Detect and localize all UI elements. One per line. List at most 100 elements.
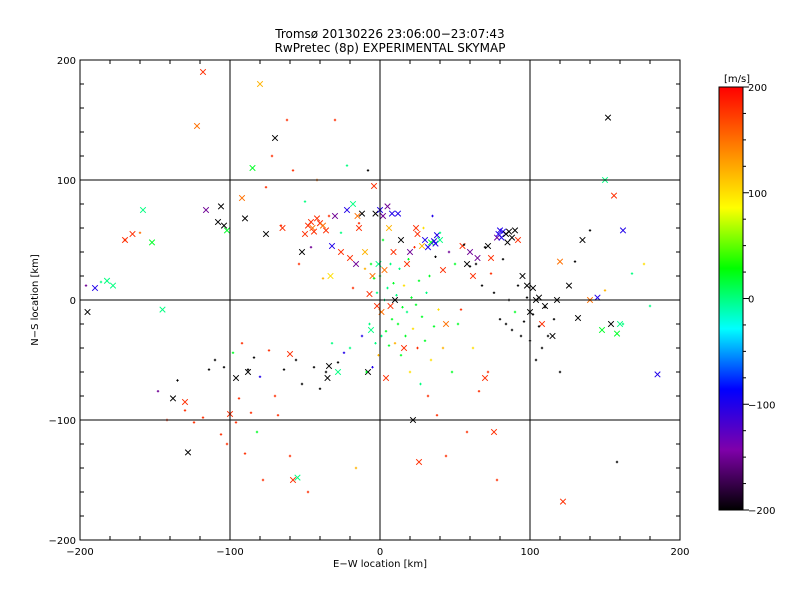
- data-point-dot: [501, 258, 505, 261]
- data-point-cross: [366, 290, 373, 298]
- data-point-dot: [351, 286, 355, 290]
- data-point-dot: [123, 238, 127, 242]
- data-point-dot: [540, 346, 544, 350]
- data-point-cross: [574, 314, 582, 322]
- data-point-cross: [508, 234, 516, 241]
- data-point-cross: [331, 212, 339, 220]
- data-point-cross: [199, 68, 207, 76]
- data-point-cross: [414, 230, 421, 238]
- data-point-dot: [345, 164, 349, 167]
- data-point-cross: [309, 224, 316, 232]
- data-point-cross: [469, 272, 477, 280]
- data-point-cross: [370, 182, 378, 190]
- data-point-dot: [462, 243, 466, 246]
- data-point-dot: [372, 277, 376, 280]
- data-point-dot: [630, 272, 634, 275]
- data-point-dot: [156, 390, 160, 393]
- data-point-dot: [354, 466, 358, 470]
- data-point-dot: [258, 375, 262, 378]
- data-point-dot: [176, 379, 179, 382]
- data-point-cross: [436, 236, 444, 244]
- data-point-dot: [369, 262, 373, 266]
- data-point-dot: [324, 370, 328, 374]
- data-point-cross: [385, 224, 393, 232]
- data-point-dot: [243, 452, 247, 455]
- data-point-cross: [424, 244, 432, 251]
- data-point-dot: [417, 279, 421, 282]
- data-point-dot: [365, 370, 368, 374]
- data-point-cross: [217, 203, 225, 210]
- data-point-dot: [510, 328, 514, 332]
- data-point-dot: [435, 414, 439, 417]
- data-point-dot: [546, 334, 550, 338]
- data-point-cross: [529, 284, 537, 292]
- data-point-cross: [139, 206, 147, 214]
- data-point-cross: [556, 258, 564, 265]
- data-point-dot: [416, 346, 419, 350]
- data-point-dot: [588, 229, 592, 232]
- data-point-cross: [241, 215, 249, 222]
- data-point-cross: [549, 332, 556, 340]
- data-point-dot: [380, 334, 383, 338]
- data-point-cross: [493, 234, 501, 241]
- data-point-dot: [447, 250, 451, 254]
- data-point-cross: [607, 320, 615, 328]
- data-point-cross: [262, 230, 270, 238]
- data-point-dot: [615, 460, 619, 464]
- data-point-dot: [306, 490, 310, 494]
- data-points-layer: [84, 68, 661, 505]
- colorbar-tick-label: 100: [748, 189, 767, 200]
- x-tick-label: −200: [66, 547, 93, 558]
- data-point-cross: [361, 248, 369, 256]
- data-point-dot: [422, 226, 425, 230]
- data-point-dot: [393, 342, 397, 345]
- data-point-cross: [289, 476, 297, 484]
- data-point-cross: [505, 228, 513, 235]
- x-tick-label: 0: [377, 547, 383, 558]
- y-tick-label: −200: [49, 536, 76, 547]
- data-point-cross: [610, 192, 618, 199]
- data-point-cross: [487, 254, 495, 262]
- data-point-dot: [558, 370, 562, 374]
- data-point-dot: [531, 313, 535, 316]
- data-point-dot: [522, 320, 526, 323]
- data-point-dot: [495, 478, 499, 482]
- data-point-cross: [84, 308, 91, 316]
- data-point-dot: [480, 284, 484, 287]
- data-point-cross: [388, 210, 396, 217]
- data-point-dot: [399, 354, 403, 357]
- data-point-dot: [237, 397, 241, 400]
- data-point-cross: [343, 206, 351, 214]
- data-point-dot: [348, 346, 352, 350]
- data-point-cross: [202, 206, 210, 214]
- data-point-dot: [621, 322, 625, 326]
- data-point-dot: [459, 308, 463, 311]
- x-tick-label: 100: [520, 547, 539, 558]
- data-point-cross: [319, 222, 327, 229]
- data-point-cross: [91, 284, 99, 292]
- data-point-dot: [431, 214, 434, 218]
- data-point-cross: [394, 210, 402, 217]
- data-point-cross: [397, 236, 405, 244]
- data-point-dot: [573, 260, 577, 263]
- data-point-cross: [466, 248, 474, 256]
- data-point-cross: [337, 248, 345, 256]
- data-point-cross: [232, 374, 240, 382]
- data-point-cross: [373, 302, 381, 310]
- data-point-cross: [439, 266, 447, 274]
- data-point-dot: [234, 421, 238, 424]
- data-point-cross: [384, 203, 391, 210]
- data-point-cross: [442, 320, 450, 328]
- data-point-cross: [103, 277, 111, 284]
- data-point-cross: [415, 458, 423, 466]
- data-point-dot: [312, 366, 316, 369]
- data-point-dot: [552, 318, 556, 321]
- data-point-dot: [525, 296, 529, 299]
- data-point-dot: [300, 382, 304, 386]
- data-point-dot: [432, 325, 436, 328]
- data-point-cross: [538, 320, 546, 328]
- data-point-dot: [642, 262, 646, 266]
- data-point-dot: [225, 442, 229, 446]
- data-point-dot: [405, 310, 409, 314]
